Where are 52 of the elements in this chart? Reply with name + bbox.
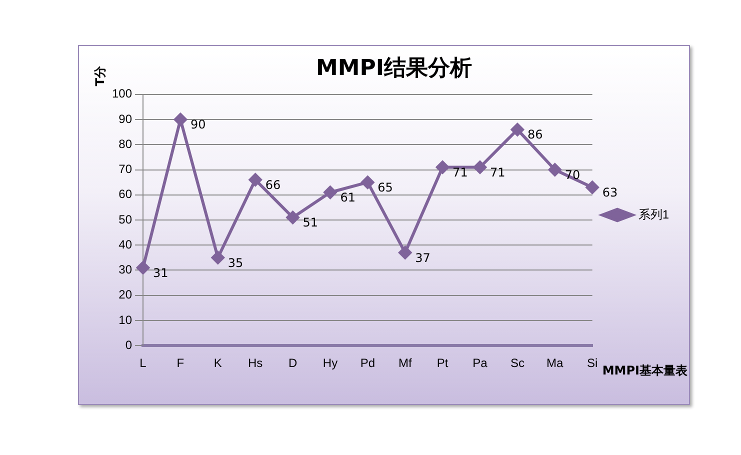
x-tick-label: Ma — [546, 356, 564, 370]
data-label: 71 — [452, 165, 468, 180]
point — [586, 180, 599, 194]
point — [510, 123, 524, 136]
data-label: 51 — [302, 216, 318, 230]
data-label: 63 — [602, 185, 618, 200]
y-tick-label: 30 — [118, 262, 132, 277]
y-tick-label: 70 — [118, 162, 132, 176]
y-tick-label: 80 — [118, 136, 132, 151]
point — [474, 160, 486, 174]
y-tick-label: 90 — [118, 112, 132, 126]
x-tick-label: Pd — [360, 356, 376, 370]
data-label: 65 — [378, 180, 393, 194]
point — [248, 173, 262, 186]
x-tick-label: K — [214, 356, 222, 370]
point — [211, 251, 224, 264]
point — [174, 113, 187, 126]
point — [548, 163, 562, 176]
y-tick-label: 0 — [125, 338, 132, 352]
data-label: 90 — [190, 118, 206, 132]
y-tick-label: 40 — [118, 237, 132, 252]
x-tick-label: Mf — [398, 356, 412, 370]
x-tick-label: L — [140, 356, 147, 370]
x-tick-label: Sc — [510, 356, 524, 370]
data-label: 61 — [340, 190, 356, 204]
y-tick-label: 50 — [118, 212, 132, 226]
y-axis-title: T分 — [93, 64, 108, 86]
x-tick-label: Si — [586, 356, 598, 370]
point — [436, 160, 450, 174]
x-tick-label: Hy — [322, 356, 338, 370]
y-tick-label: 10 — [118, 312, 132, 327]
x-tick-label: Hs — [248, 356, 263, 370]
point — [398, 246, 412, 260]
data-label: 71 — [490, 165, 506, 180]
x-tick-label: D — [288, 356, 298, 370]
point — [361, 176, 374, 189]
data-label: 31 — [153, 266, 168, 280]
point — [324, 186, 337, 199]
data-label: 37 — [415, 250, 430, 265]
legend-label: 系列1 — [638, 207, 670, 222]
y-tick-label: 100 — [112, 86, 132, 101]
point — [286, 210, 300, 224]
y-tick-label: 60 — [118, 187, 132, 202]
x-tick-label: Pa — [472, 356, 488, 370]
y-tick-label: 20 — [118, 288, 132, 302]
x-tick-label: F — [176, 356, 184, 370]
x-axis-title: MMPI基本量表 — [602, 364, 688, 378]
data-label: 86 — [527, 128, 543, 142]
data-label: 66 — [265, 178, 281, 192]
data-label: 35 — [228, 256, 244, 270]
x-tick-label: Pt — [436, 356, 449, 370]
chart-title: MMPI结果分析 — [316, 56, 472, 81]
